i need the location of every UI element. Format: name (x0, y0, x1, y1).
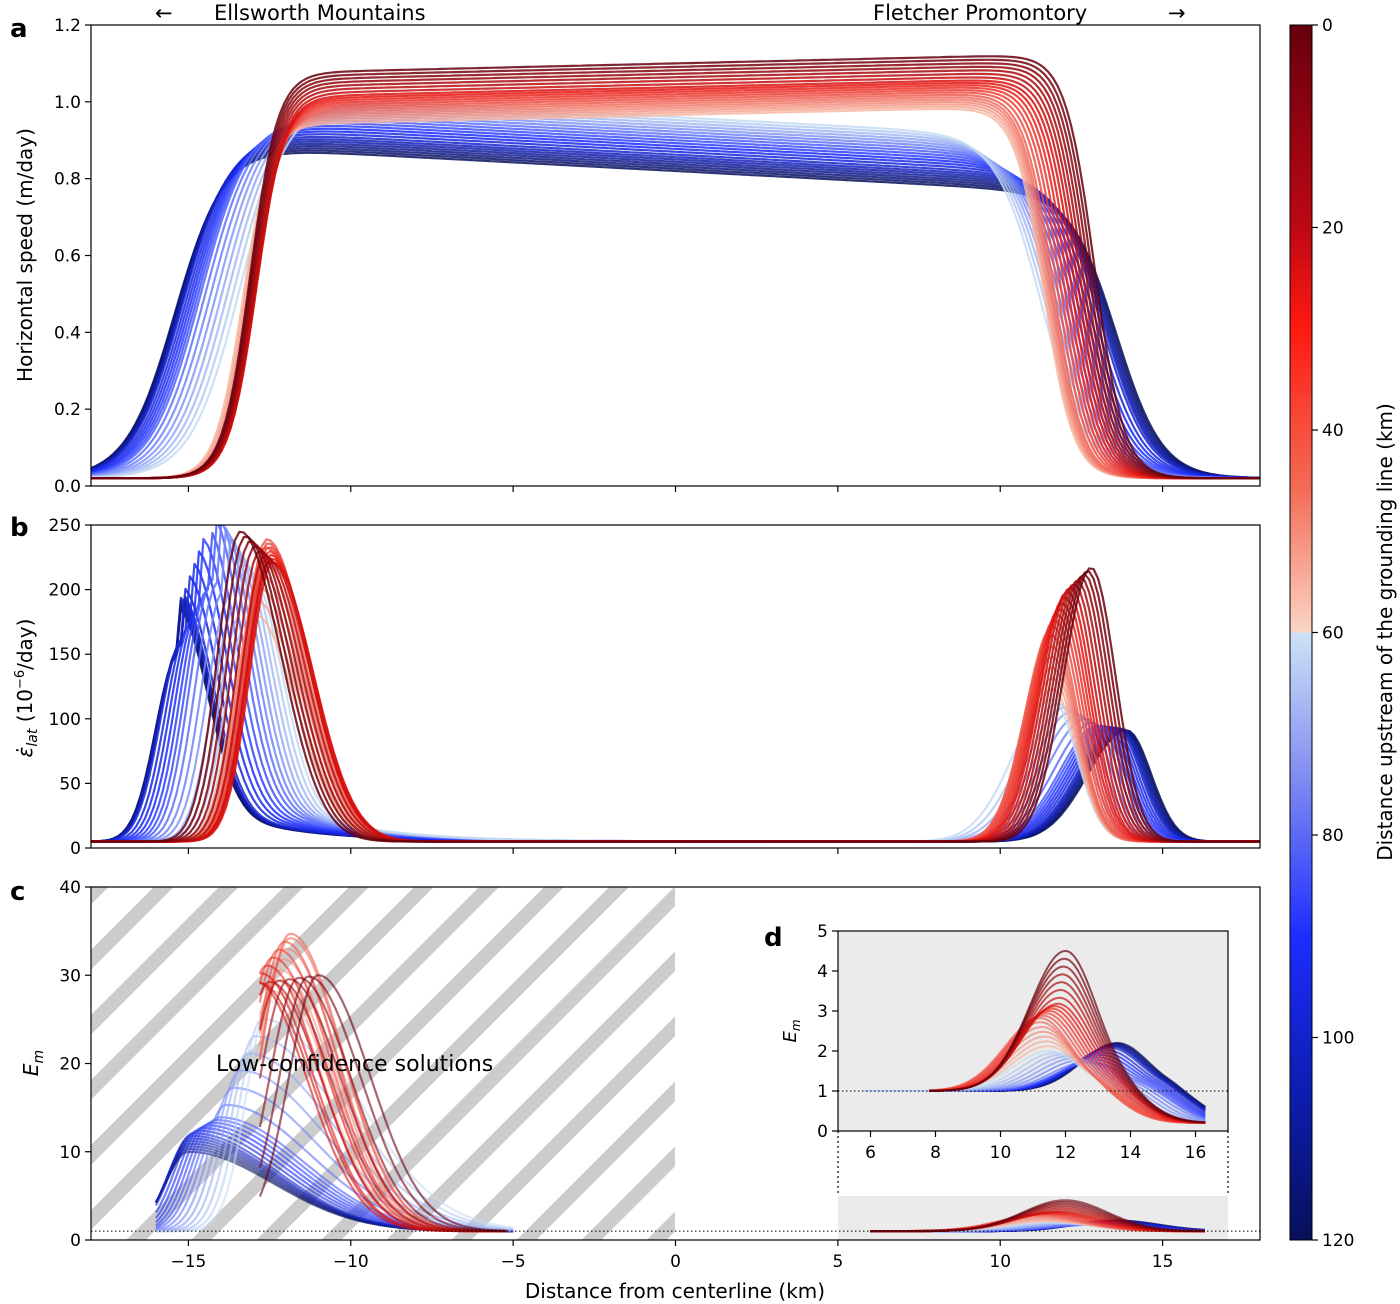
speed-profile-line (91, 76, 1260, 480)
strain-rate-line (91, 530, 1260, 843)
colorbar: 0 20 40 60 80 100 120 Distance upstream of the… (1289, 16, 1397, 1251)
em-profile-line (258, 976, 507, 1233)
panel-d-xticks: 6 8 10 12 14 16 (865, 1131, 1206, 1163)
right-arrow: → (1168, 1, 1186, 25)
x-tick-label: 16 (1185, 1143, 1207, 1163)
y-tick-label: 0 (70, 839, 81, 859)
y-tick-label: 200 (49, 581, 81, 601)
panel-c-curves (154, 932, 1205, 1233)
colorbar-tick-label: 120 (1322, 1231, 1354, 1251)
colorbar-label: Distance upstream of the grounding line … (1373, 403, 1397, 861)
y-tick-label: 250 (49, 516, 81, 536)
y-tick-label: 40 (59, 878, 81, 898)
y-tick-label: 0 (817, 1122, 828, 1142)
colorbar-tick-label: 60 (1322, 624, 1344, 644)
panel-b-curves (91, 525, 1260, 843)
em-profile-line (155, 1034, 514, 1233)
x-tick-label: 5 (832, 1252, 843, 1272)
em-inset-line (929, 950, 1206, 1124)
y-tick-label: 50 (59, 774, 81, 794)
x-tick-label: −10 (333, 1252, 369, 1272)
colorbar-tick-label: 80 (1322, 826, 1344, 846)
y-tick-label: 1.0 (54, 93, 81, 113)
panel-b-xticks (187, 848, 1164, 854)
panel-b-ylabel: ε̇lat (10−6/day) (13, 619, 41, 758)
y-tick-label: 150 (49, 645, 81, 665)
panel-a: 0.0 0.2 0.4 0.6 0.8 1.0 1.2 Horizontal speed (… (13, 16, 1261, 497)
y-tick-label: 0.8 (54, 170, 81, 190)
y-tick-label: 3 (817, 1002, 828, 1022)
x-tick-label: 10 (990, 1143, 1012, 1163)
speed-profile-line (91, 65, 1260, 480)
panel-c-xticks: −15 −10 −5 0 5 10 15 (170, 1240, 1173, 1272)
y-tick-label: 0.0 (54, 477, 81, 497)
x-tick-label: 12 (1055, 1143, 1077, 1163)
speed-profile-line (91, 79, 1260, 480)
panel-a-curves (91, 55, 1260, 480)
panel-d-curves (864, 950, 1206, 1124)
speed-profile-line (91, 72, 1260, 480)
colorbar-tick-label: 40 (1322, 421, 1344, 441)
colorbar-tick-label: 0 (1322, 16, 1333, 36)
y-tick-label: 20 (59, 1055, 81, 1075)
panel-d-frame (837, 930, 1229, 1132)
panel-c-yticks: 0 10 20 30 40 (59, 878, 91, 1251)
y-tick-label: 1 (817, 1082, 828, 1102)
y-tick-label: 5 (817, 922, 828, 942)
colorbar-ticks: 0 20 40 60 80 100 120 (1312, 16, 1354, 1251)
y-tick-label: 0.6 (54, 247, 81, 267)
panel-letter-d: d (764, 923, 783, 953)
y-tick-label: 1.2 (54, 16, 81, 36)
panel-a-xticks (187, 486, 1164, 492)
panel-b: 0 50 100 150 200 250 ε̇lat (10−6/day) (13, 516, 1261, 859)
speed-profile-line (91, 58, 1260, 480)
shared-xlabel: Distance from centerline (km) (525, 1279, 825, 1303)
y-tick-label: 2 (817, 1042, 828, 1062)
colorbar-tick-label: 20 (1322, 219, 1344, 239)
panel-letter-b: b (10, 513, 29, 543)
panel-letter-a: a (10, 14, 28, 44)
colorbar-gradient (1289, 24, 1313, 1241)
y-tick-label: 0.4 (54, 323, 81, 343)
y-tick-label: 0.2 (54, 400, 81, 420)
y-tick-label: 100 (49, 710, 81, 730)
speed-profile-line (91, 69, 1260, 480)
panel-a-yticks: 0.0 0.2 0.4 0.6 0.8 1.0 1.2 (54, 16, 91, 497)
speed-profile-line (91, 55, 1260, 480)
left-heading: Ellsworth Mountains (214, 1, 426, 25)
y-tick-label: 30 (59, 966, 81, 986)
right-heading: Fletcher Promontory (873, 1, 1087, 25)
x-tick-label: 8 (930, 1143, 941, 1163)
em-profile-line (258, 975, 507, 1233)
panel-c-ylabel: Em (19, 1050, 47, 1076)
left-arrow: ← (155, 1, 173, 25)
y-tick-label: 0 (70, 1231, 81, 1251)
y-tick-label: 10 (59, 1143, 81, 1163)
panel-a-ylabel: Horizontal speed (m/day) (13, 128, 37, 382)
x-tick-label: 0 (670, 1252, 681, 1272)
x-tick-label: −5 (501, 1252, 526, 1272)
x-tick-label: −15 (170, 1252, 206, 1272)
colorbar-tick-label: 100 (1322, 1029, 1354, 1049)
panel-d-ylabel: Em (780, 1019, 803, 1042)
x-tick-label: 15 (1152, 1252, 1174, 1272)
speed-profile-line (91, 62, 1260, 480)
x-tick-label: 14 (1120, 1143, 1142, 1163)
x-tick-label: 6 (865, 1143, 876, 1163)
panel-letter-c: c (10, 877, 25, 907)
x-tick-label: 10 (989, 1252, 1011, 1272)
em-inset-line (929, 1007, 1206, 1124)
panel-b-yticks: 0 50 100 150 200 250 (49, 516, 91, 859)
y-tick-label: 4 (817, 962, 828, 982)
em-profile-line (258, 974, 507, 1232)
em-profile-line (870, 1199, 1205, 1233)
panel-c: Low-confidence solutions −15 −10 −5 0 5 10 15 … (19, 878, 1261, 1303)
panel-d-yticks: 0 1 2 3 4 5 (817, 922, 838, 1142)
low-confidence-annotation: Low-confidence solutions (216, 1052, 493, 1077)
